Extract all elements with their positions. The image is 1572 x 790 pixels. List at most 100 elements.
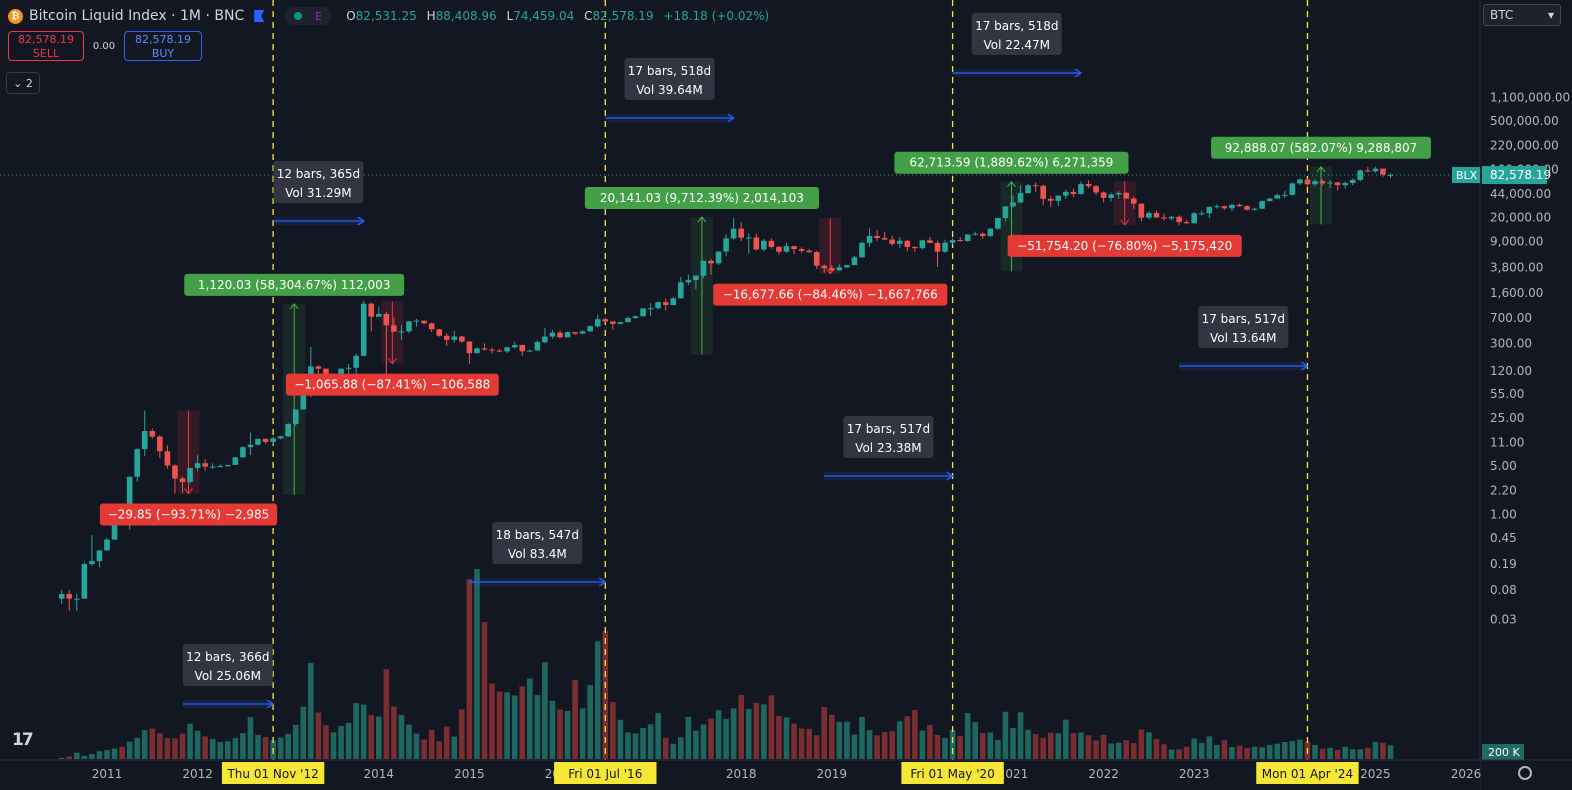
price-axis-tick: 1,100,000.00 — [1490, 90, 1570, 104]
bitcoin-icon: ₿ — [8, 8, 23, 24]
volume-bar — [104, 750, 110, 759]
volume-bar — [1334, 749, 1341, 759]
volume-bar — [413, 733, 420, 759]
flag-icon[interactable] — [254, 10, 265, 22]
candle-body — [1017, 193, 1024, 203]
price-axis-tick: 9,000.00 — [1490, 234, 1543, 248]
candle-body — [829, 268, 835, 271]
volume-bar — [1131, 742, 1137, 759]
buy-label: BUY — [151, 47, 175, 60]
volume-bar — [1251, 746, 1258, 759]
ohlc-value: 74,459.04 — [513, 9, 575, 23]
volume-bar — [1342, 746, 1348, 759]
candle-body — [1304, 179, 1311, 185]
candle-body — [647, 308, 654, 310]
status-pill[interactable]: E — [284, 7, 333, 25]
buy-price: 82,578.19 — [135, 33, 191, 46]
volume-bar — [904, 716, 911, 759]
volume-bar — [730, 708, 737, 759]
volume-bar — [1138, 729, 1145, 759]
indicators-collapse-button[interactable]: ⌄ 2 — [6, 72, 40, 94]
candle-body — [987, 228, 994, 237]
candle-body — [549, 332, 556, 337]
candle-body — [1251, 208, 1258, 210]
candle-body — [232, 457, 239, 465]
candle-body — [534, 342, 541, 351]
date-range-label-box — [1198, 306, 1289, 348]
volume-bar — [1047, 732, 1054, 759]
sell-label: SELL — [32, 47, 60, 60]
ohlc-key: L — [506, 9, 514, 23]
candle-body — [557, 332, 563, 338]
price-range-label: −16,677.66 (−84.46%) −1,667,766 — [723, 288, 938, 302]
candle-body — [1214, 206, 1220, 208]
candle-body — [247, 444, 254, 448]
candle-body — [1387, 175, 1394, 177]
candle-body — [104, 539, 110, 551]
candle-body — [255, 438, 261, 445]
candle-body — [292, 409, 299, 424]
candle-body — [149, 431, 156, 437]
trade-panel: 82,578.19 SELL 0.00 82,578.19 BUY — [8, 31, 202, 61]
ohlc-change: +18.18 (+0.02%) — [663, 9, 770, 23]
volume-bar — [949, 730, 956, 759]
volume-bar — [1123, 740, 1130, 759]
volume-bar — [1183, 746, 1190, 759]
price-axis-tick: 3,800.00 — [1490, 260, 1543, 274]
candle-body — [791, 246, 797, 249]
time-axis-tick: 2025 — [1360, 767, 1391, 781]
date-range-label-box — [971, 13, 1062, 55]
candle-body — [602, 319, 609, 322]
price-axis-tick: 220,000.00 — [1490, 139, 1559, 153]
candle-body — [1115, 192, 1122, 195]
time-axis-tick: 2011 — [92, 767, 123, 781]
symbol-title[interactable]: Bitcoin Liquid Index · 1M · BNC — [29, 8, 245, 24]
currency-value: BTC — [1490, 8, 1514, 22]
price-range-label-box — [1211, 136, 1431, 159]
candle-body — [194, 463, 201, 468]
candle-body — [1055, 195, 1062, 201]
candle-body — [421, 320, 427, 324]
candle-body — [934, 243, 941, 252]
candle-body — [1372, 168, 1379, 172]
date-range-bars-label: 12 bars, 365d — [277, 167, 360, 181]
volume-bar — [874, 735, 880, 759]
volume-bar — [1010, 728, 1016, 759]
gear-icon[interactable] — [1518, 766, 1532, 780]
volume-bar — [323, 725, 329, 759]
sell-button[interactable]: 82,578.19 SELL — [8, 31, 84, 61]
candle-body — [904, 240, 911, 247]
last-price-badge — [1482, 166, 1547, 185]
volume-bar — [1297, 739, 1303, 759]
volume-bar — [768, 695, 775, 759]
volume-bar — [172, 738, 178, 759]
candle-body — [353, 355, 359, 368]
price-range-label-box — [99, 503, 278, 526]
candle-body — [436, 329, 442, 336]
candle-body — [957, 240, 963, 242]
currency-select[interactable]: BTC ▾ — [1483, 4, 1561, 26]
candle-body — [187, 467, 193, 482]
arrow-down-icon — [1120, 219, 1130, 226]
ohlc-value: 82,531.25 — [355, 9, 417, 23]
buy-button[interactable]: 82,578.19 BUY — [124, 31, 202, 61]
time-axis-tick: 2022 — [1088, 767, 1119, 781]
ohlc-value: 88,408.96 — [435, 9, 497, 23]
volume-bar — [519, 686, 526, 759]
time-axis-tick: 2014 — [364, 767, 395, 781]
candle-body — [58, 594, 65, 599]
date-range-bars-label: 17 bars, 517d — [847, 422, 930, 436]
volume-bar — [1055, 733, 1062, 759]
candle-body — [1093, 186, 1099, 193]
candle-body — [572, 332, 578, 334]
candle-body — [579, 331, 586, 334]
candle-body — [564, 332, 571, 338]
volume-bar — [330, 732, 337, 759]
volume-bar — [700, 724, 707, 759]
candle-body — [738, 228, 744, 238]
volume-bar — [1214, 744, 1220, 759]
tradingview-logo[interactable]: 17 — [12, 730, 34, 750]
candle-body — [360, 303, 367, 356]
volume-bar — [157, 733, 163, 759]
